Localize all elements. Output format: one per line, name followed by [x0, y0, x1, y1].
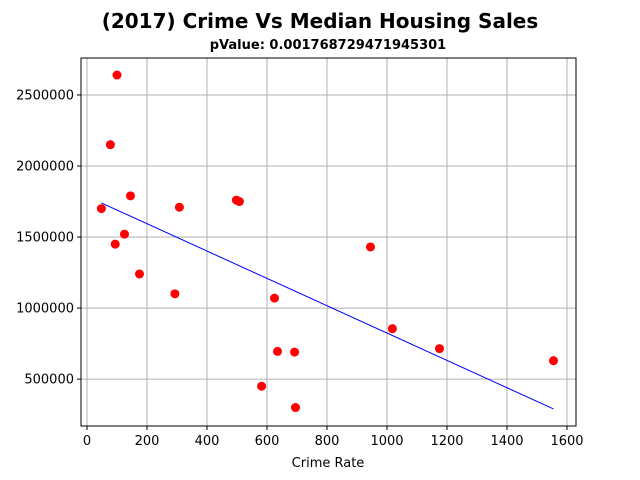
- data-point: [112, 70, 122, 80]
- data-point: [126, 191, 135, 201]
- y-tick-label: 2000000: [16, 159, 74, 174]
- data-point: [110, 239, 120, 249]
- regression-line-group: [101, 202, 554, 410]
- x-axis-label: Crime Rate: [292, 456, 365, 471]
- axis-ticks: 0 200 400 600 800 1000 1200 1400 1600 500000 10000…: [16, 88, 583, 449]
- data-point: [105, 140, 115, 150]
- y-tick-label: 1000000: [16, 302, 74, 317]
- data-point: [257, 381, 267, 391]
- data-point: [366, 242, 375, 252]
- x-tick-label: 1400: [490, 434, 523, 449]
- data-point: [549, 356, 558, 366]
- data-point: [234, 197, 244, 207]
- y-tick-label: 2500000: [16, 88, 74, 103]
- grid: [81, 58, 576, 426]
- chart-subtitle: pValue: 0.001768729471945301: [210, 38, 446, 53]
- x-tick-label: 0: [83, 434, 91, 449]
- y-tick-label: 500000: [24, 373, 74, 388]
- data-point: [135, 269, 144, 279]
- x-tick-label: 1600: [550, 434, 583, 449]
- data-point: [96, 204, 106, 214]
- data-point: [120, 229, 129, 239]
- data-point: [291, 403, 300, 413]
- data-point: [270, 293, 279, 303]
- x-tick-label: 1200: [430, 434, 463, 449]
- plot-frame: [80, 57, 577, 427]
- data-point: [174, 202, 184, 212]
- x-tick-label: 600: [255, 434, 280, 449]
- x-tick-label: 200: [135, 434, 160, 449]
- data-point: [387, 324, 397, 334]
- x-tick-label: 800: [315, 434, 340, 449]
- data-point: [170, 289, 180, 299]
- scatter-points: [96, 70, 558, 413]
- regression-line: [101, 202, 554, 410]
- y-tick-label: 1500000: [16, 231, 74, 246]
- data-point: [273, 346, 282, 356]
- x-tick-label: 1000: [370, 434, 403, 449]
- data-point: [290, 347, 300, 357]
- data-point: [435, 344, 444, 354]
- chart-title: (2017) Crime Vs Median Housing Sales: [102, 9, 539, 33]
- x-tick-label: 400: [195, 434, 220, 449]
